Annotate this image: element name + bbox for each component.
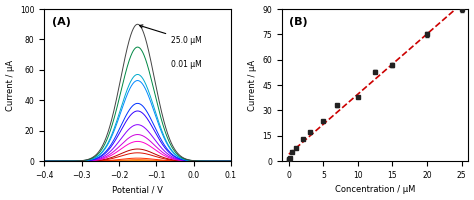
X-axis label: Potential / V: Potential / V — [112, 185, 163, 194]
X-axis label: Concentration / μM: Concentration / μM — [335, 185, 415, 194]
Text: 25.0 μM: 25.0 μM — [139, 25, 202, 45]
Y-axis label: Current / μA: Current / μA — [248, 60, 257, 111]
Text: (A): (A) — [52, 17, 71, 27]
Y-axis label: Current / μA: Current / μA — [6, 60, 15, 111]
Text: (B): (B) — [290, 17, 308, 27]
Text: 0.01 μM: 0.01 μM — [171, 60, 202, 69]
